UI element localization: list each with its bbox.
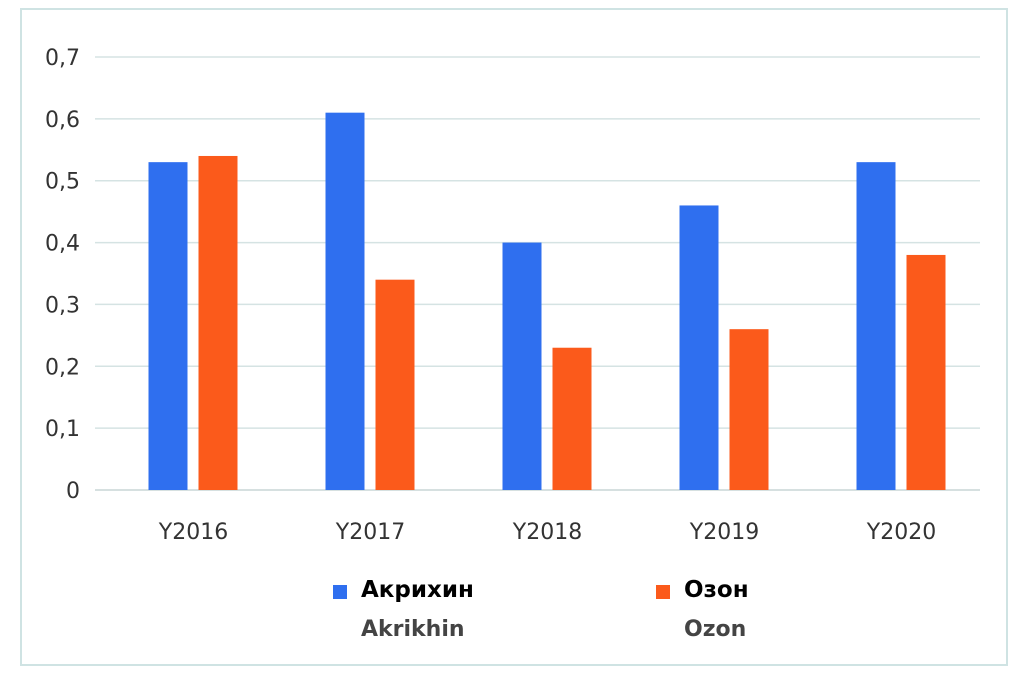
bar-ozon — [906, 254, 946, 490]
bar-akrikhin — [325, 112, 365, 491]
y-tick-label: 0 — [66, 479, 80, 504]
y-tick-label: 0,4 — [45, 232, 80, 257]
y-tick-label: 0,3 — [45, 293, 80, 318]
bar-akrikhin — [502, 242, 542, 490]
legend-swatch-akrikhin — [333, 585, 347, 599]
x-tick-label: Y2020 — [866, 520, 936, 545]
y-tick-label: 0,5 — [45, 170, 80, 195]
x-tick-label: Y2017 — [335, 520, 405, 545]
y-tick-label: 0,2 — [45, 355, 80, 380]
legend-label-akrikhin-ru: Акрихин — [361, 577, 474, 603]
x-tick-label: Y2016 — [158, 520, 228, 545]
bar-akrikhin — [679, 205, 719, 490]
bar-ozon — [552, 347, 592, 490]
y-tick-label: 0,6 — [45, 108, 80, 133]
x-tick-label: Y2018 — [512, 520, 582, 545]
chart-frame — [20, 8, 1008, 666]
legend-label-ozon-en: Ozon — [684, 617, 747, 642]
bar-akrikhin — [856, 162, 896, 490]
bar-akrikhin — [148, 162, 188, 490]
x-tick-label: Y2019 — [689, 520, 759, 545]
legend-label-ozon-ru: Озон — [684, 577, 749, 603]
legend-label-akrikhin-en: Akrikhin — [361, 617, 465, 642]
bar-ozon — [729, 329, 769, 490]
y-tick-label: 0,1 — [45, 417, 80, 442]
bar-ozon — [198, 155, 238, 490]
y-tick-label: 0,7 — [45, 46, 80, 71]
legend-swatch-ozon — [656, 585, 670, 599]
bar-ozon — [375, 279, 415, 490]
